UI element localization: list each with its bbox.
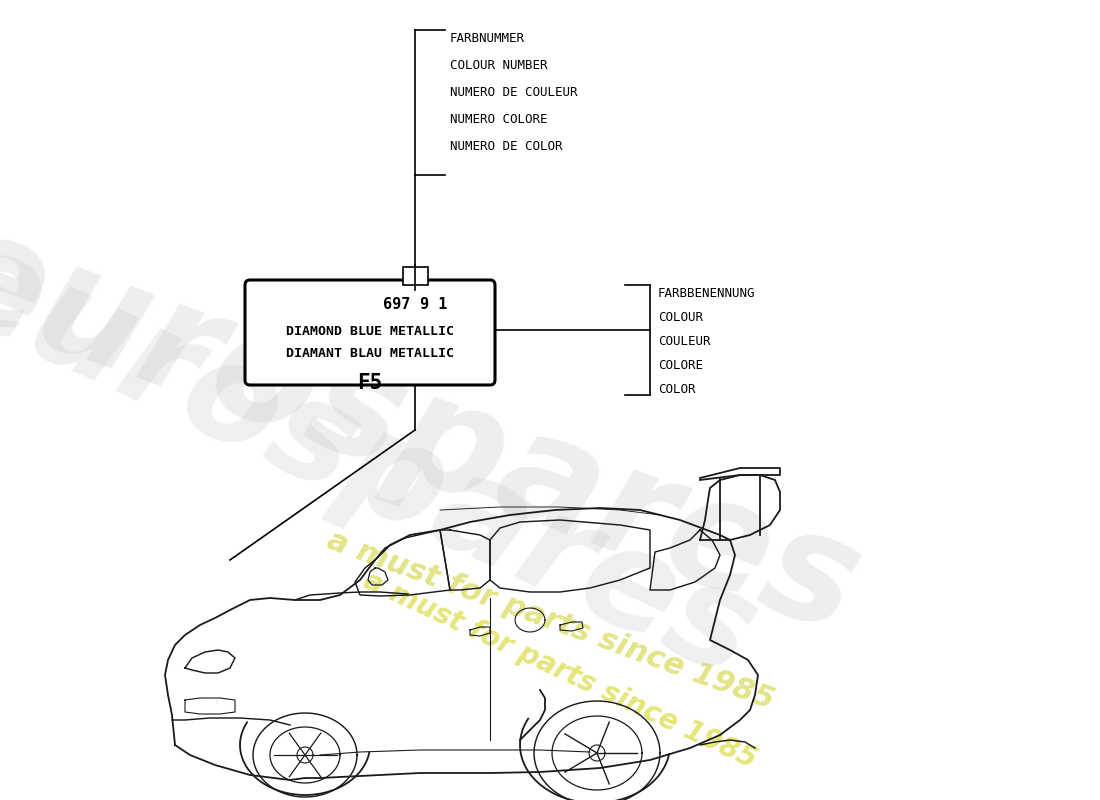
Text: COLORE: COLORE	[658, 359, 703, 372]
Text: FARBBENENNUNG: FARBBENENNUNG	[658, 287, 756, 300]
Text: NUMERO DE COLOR: NUMERO DE COLOR	[450, 140, 562, 153]
Text: 697: 697	[383, 297, 410, 312]
Text: F5: F5	[358, 373, 383, 393]
Text: NUMERO COLORE: NUMERO COLORE	[450, 113, 548, 126]
Text: a must for parts since 1985: a must for parts since 1985	[359, 566, 761, 774]
Text: DIAMANT BLAU METALLIC: DIAMANT BLAU METALLIC	[286, 347, 454, 360]
Text: a must for parts since 1985: a must for parts since 1985	[322, 526, 778, 714]
Bar	[403, 267, 428, 285]
Text: eurospares: eurospares	[0, 214, 777, 706]
Text: eurospares: eurospares	[0, 194, 879, 666]
Text: DIAMOND BLUE METALLIC: DIAMOND BLUE METALLIC	[286, 325, 454, 338]
Text: COULEUR: COULEUR	[658, 335, 711, 348]
Text: 9 1: 9 1	[420, 297, 448, 312]
Text: COLOUR: COLOUR	[658, 311, 703, 324]
Text: FARBNUMMER: FARBNUMMER	[450, 32, 525, 45]
Text: COLOR: COLOR	[658, 383, 695, 396]
Text: COLOUR NUMBER: COLOUR NUMBER	[450, 59, 548, 72]
FancyBboxPatch shape	[245, 280, 495, 385]
Text: NUMERO DE COULEUR: NUMERO DE COULEUR	[450, 86, 578, 99]
